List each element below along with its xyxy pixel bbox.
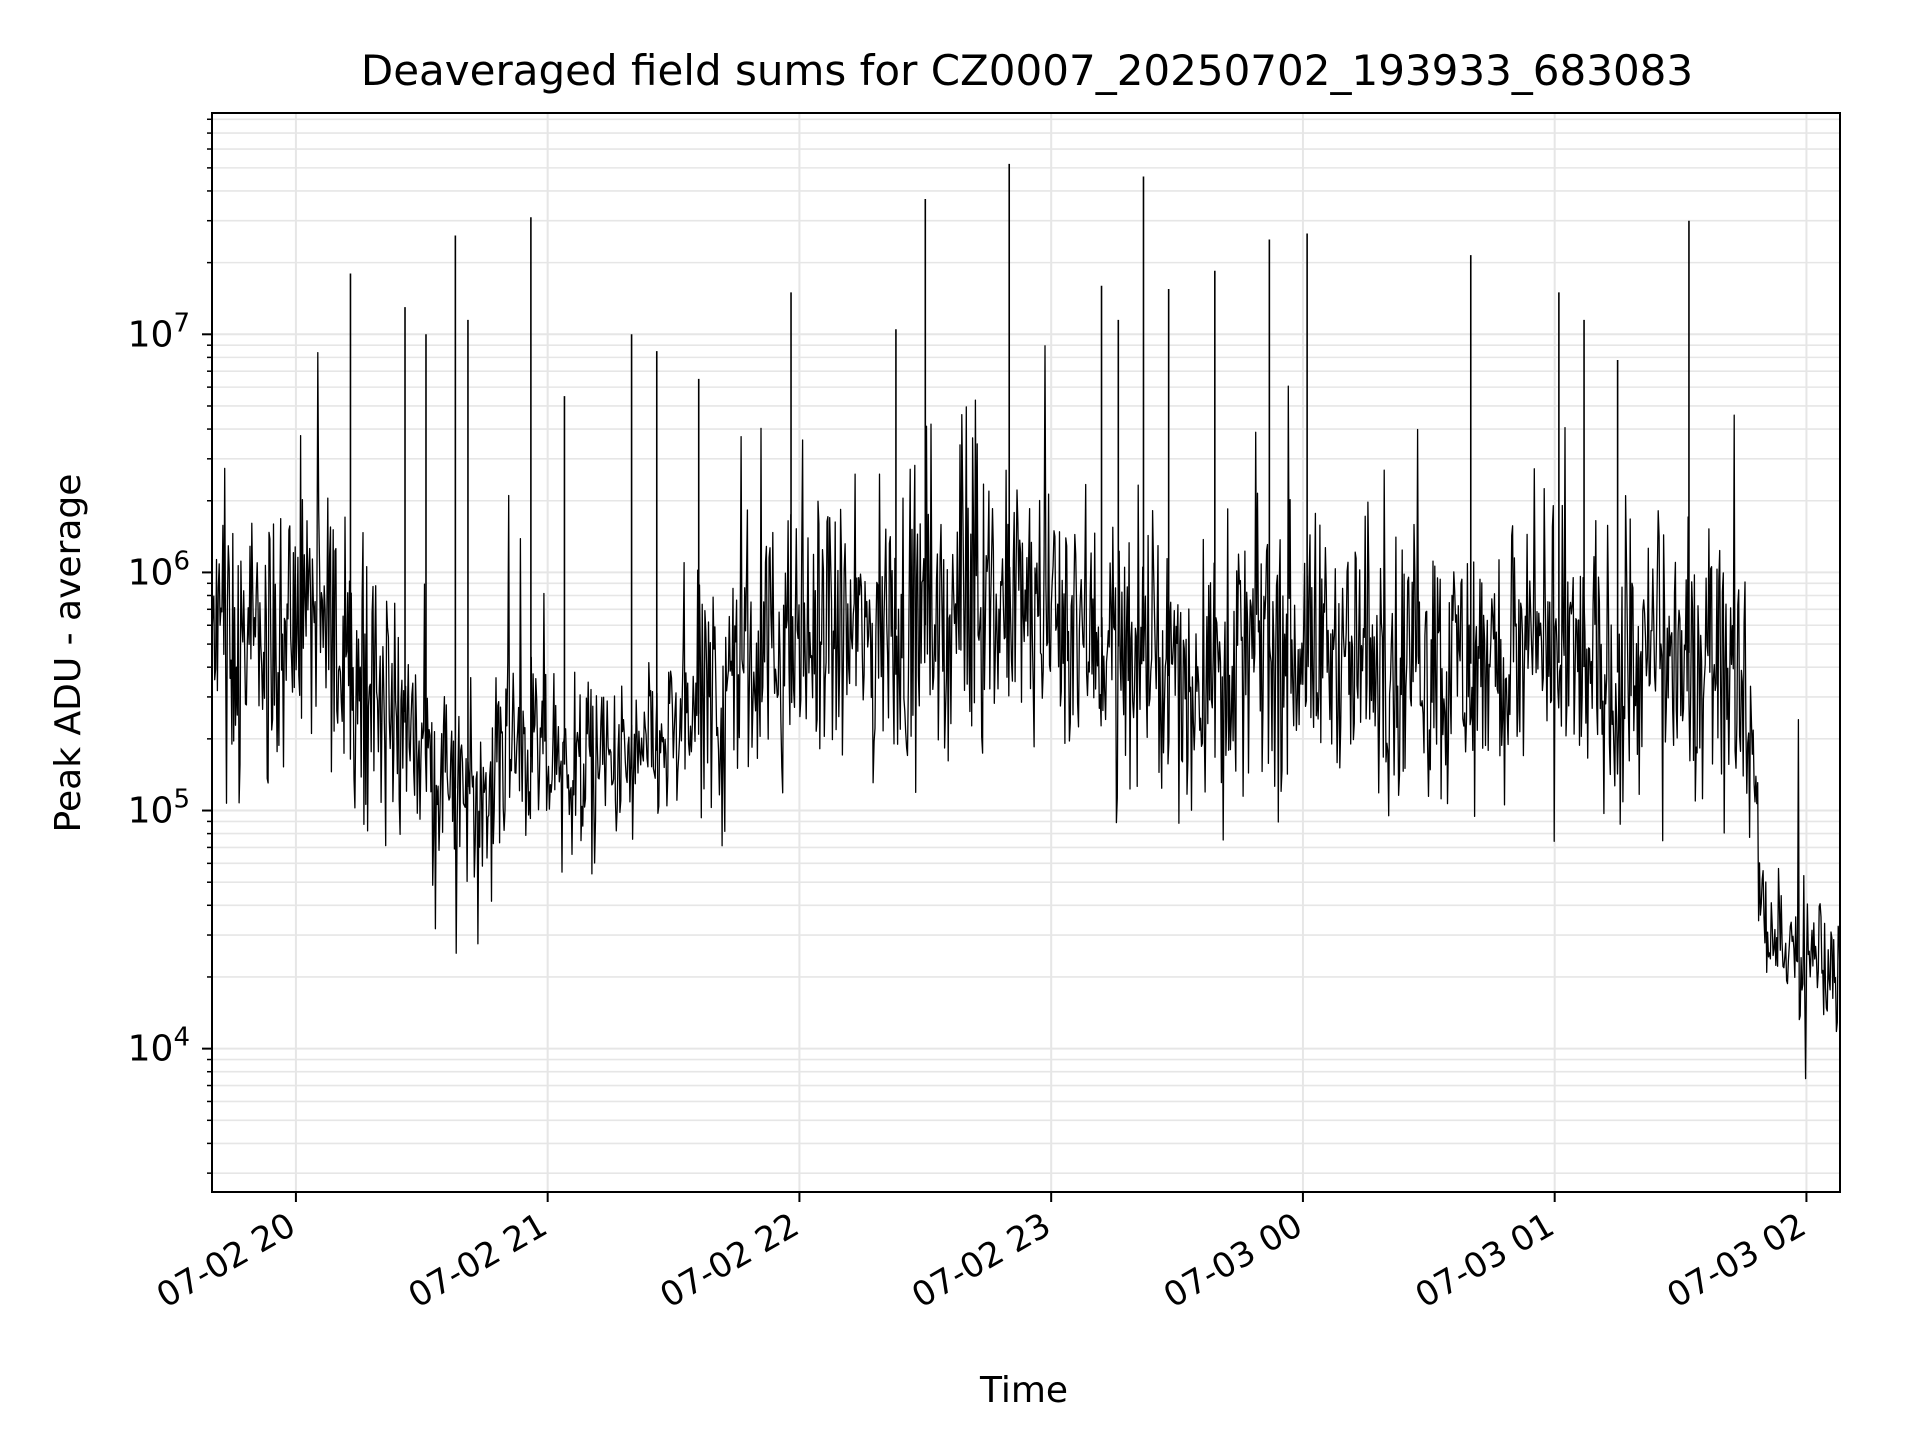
y-tick-label: 105: [128, 785, 190, 832]
y-axis-label: Peak ADU - average: [48, 474, 89, 833]
y-tick-label: 104: [128, 1023, 190, 1070]
data-series-line: [211, 163, 1841, 1080]
x-tick-label: 07-03 01: [1409, 1205, 1561, 1316]
x-tick-label: 07-02 20: [150, 1205, 302, 1316]
plot-frame: [211, 112, 1841, 1193]
x-tick-label: 07-02 23: [905, 1205, 1057, 1316]
x-tick-label: 07-03 02: [1661, 1205, 1813, 1316]
y-tick-label: 106: [128, 546, 190, 593]
x-tick-label: 07-03 00: [1157, 1205, 1309, 1316]
y-tick-label: 107: [128, 308, 190, 355]
chart-title: Deaveraged field sums for CZ0007_2025070…: [361, 46, 1693, 95]
x-tick-label: 07-02 21: [402, 1205, 554, 1316]
x-tick-label: 07-02 22: [654, 1205, 806, 1316]
series-line: [211, 345, 1841, 1080]
x-axis-label: Time: [979, 1370, 1068, 1411]
x-axis-ticks: 07-02 20 07-02 21 07-02 22 07-02 23 07-03 00…: [150, 1192, 1813, 1316]
y-axis-ticks: 104 105 106 107: [128, 118, 212, 1174]
